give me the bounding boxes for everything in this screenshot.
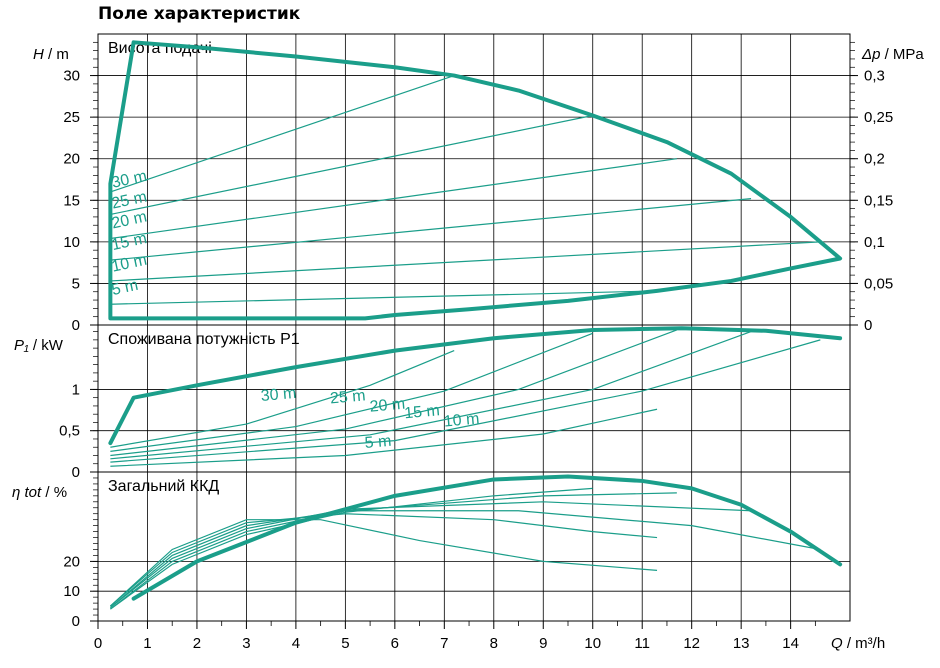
right-tick-label: 0,3 bbox=[864, 68, 885, 85]
right-axis-unit: / MPa bbox=[880, 46, 924, 63]
right-tick-label: 0,05 bbox=[864, 275, 893, 292]
y-tick-label: 10 bbox=[63, 234, 80, 251]
series-10m-line bbox=[110, 339, 821, 463]
right-tick-label: 0,15 bbox=[864, 192, 893, 209]
series-20m-line bbox=[109, 510, 821, 609]
series-25m-line bbox=[110, 332, 593, 452]
right-tick-label: 0,25 bbox=[864, 109, 893, 126]
y-tick-label: 25 bbox=[63, 109, 80, 126]
x-tick-label: 2 bbox=[193, 635, 201, 652]
series-label: 10 m bbox=[110, 252, 148, 276]
right-tick-label: 0,1 bbox=[864, 234, 885, 251]
envelope-line bbox=[108, 326, 843, 446]
series-label: 15 m bbox=[404, 402, 441, 422]
envelope-line bbox=[108, 40, 843, 321]
y-tick-label: 30 bbox=[63, 68, 80, 85]
y-axis-label: η tot / % bbox=[12, 484, 67, 501]
series-20m-line bbox=[110, 329, 678, 457]
x-tick-label: 12 bbox=[683, 635, 700, 652]
curves-power bbox=[108, 326, 843, 467]
x-axis-label: Q / m³/h bbox=[831, 635, 885, 652]
x-tick-label: 9 bbox=[539, 635, 547, 652]
envelope-line bbox=[131, 474, 843, 601]
series-label: 20 m bbox=[369, 396, 406, 416]
y-tick-label: 5 bbox=[72, 275, 80, 292]
y-axis-unit: / % bbox=[41, 484, 67, 501]
curves-head bbox=[108, 40, 843, 321]
panel-title: Споживана потужність P1 bbox=[108, 331, 300, 348]
series-label: 5 m bbox=[110, 277, 140, 299]
x-tick-label: 11 bbox=[634, 635, 650, 652]
right-tick-label: 0 bbox=[864, 317, 872, 334]
curves-efficiency bbox=[109, 474, 843, 610]
series-10m-line bbox=[110, 241, 821, 282]
series-5m-line bbox=[110, 408, 658, 467]
series-15m-line bbox=[110, 198, 752, 261]
series-5m-line bbox=[110, 290, 658, 305]
x-tick-label: 1 bbox=[143, 635, 151, 652]
series-30m-line bbox=[110, 75, 455, 193]
series-label: 10 m bbox=[443, 411, 480, 431]
series-label: 25 m bbox=[329, 387, 366, 407]
y-axis-label: H / m bbox=[33, 46, 69, 63]
panel-power: 0 0,5 1 P₁ / kW Споживана потужність P1 30 m 2… bbox=[14, 326, 850, 481]
y-tick-label: 0 bbox=[72, 613, 80, 630]
x-tick-label: 3 bbox=[242, 635, 250, 652]
x-tick-label: 13 bbox=[733, 635, 750, 652]
y-axis-unit: / m bbox=[44, 46, 69, 63]
y-tick-label: 20 bbox=[63, 553, 80, 570]
series-label: 5 m bbox=[364, 433, 392, 452]
x-tick-label: 8 bbox=[490, 635, 498, 652]
plot-frame bbox=[97, 33, 851, 622]
x-tick-label: 10 bbox=[584, 635, 601, 652]
series-30m-line bbox=[109, 519, 658, 607]
panel-title: Загальний ККД bbox=[108, 478, 219, 495]
y-tick-label: 0 bbox=[72, 317, 80, 334]
y-axis-var: η tot bbox=[12, 484, 42, 501]
y-axis-var: P₁ bbox=[14, 337, 29, 354]
right-axis-var: Δp bbox=[861, 46, 880, 63]
series-25m-line bbox=[110, 114, 593, 216]
y-tick-label: 0 bbox=[72, 464, 80, 481]
series-15m-line bbox=[109, 501, 752, 609]
y-tick-label: 10 bbox=[63, 583, 80, 600]
x-tick-label: 5 bbox=[341, 635, 349, 652]
x-tick-label: 7 bbox=[440, 635, 448, 652]
y-axis-var: H bbox=[33, 46, 44, 63]
panel-efficiency: 0 10 20 η tot / % Загальний ККД bbox=[12, 474, 850, 630]
y-tick-label: 0,5 bbox=[59, 423, 80, 440]
y-tick-label: 1 bbox=[72, 381, 80, 398]
x-tick-label: 14 bbox=[782, 635, 799, 652]
right-axis-label: Δp / MPa bbox=[861, 46, 924, 63]
right-tick-label: 0,2 bbox=[864, 151, 885, 168]
x-tick-label: 0 bbox=[94, 635, 102, 652]
x-axis-unit: / m³/h bbox=[843, 635, 886, 652]
series-20m-line bbox=[110, 158, 677, 240]
x-tick-label: 4 bbox=[292, 635, 300, 652]
x-axis-var: Q bbox=[831, 635, 843, 652]
series-15m-line bbox=[110, 331, 752, 460]
x-tick-label: 6 bbox=[391, 635, 399, 652]
chart-title: Поле характеристик bbox=[98, 4, 301, 24]
series-25m-line bbox=[109, 513, 658, 607]
series-label: 30 m bbox=[260, 385, 297, 405]
series-label: 15 m bbox=[110, 230, 148, 254]
series-30m-line bbox=[110, 350, 455, 448]
y-axis-label: P₁ / kW bbox=[14, 337, 64, 354]
y-tick-label: 20 bbox=[63, 151, 80, 168]
y-tick-label: 15 bbox=[63, 192, 80, 209]
y-axis-unit: / kW bbox=[29, 337, 64, 354]
